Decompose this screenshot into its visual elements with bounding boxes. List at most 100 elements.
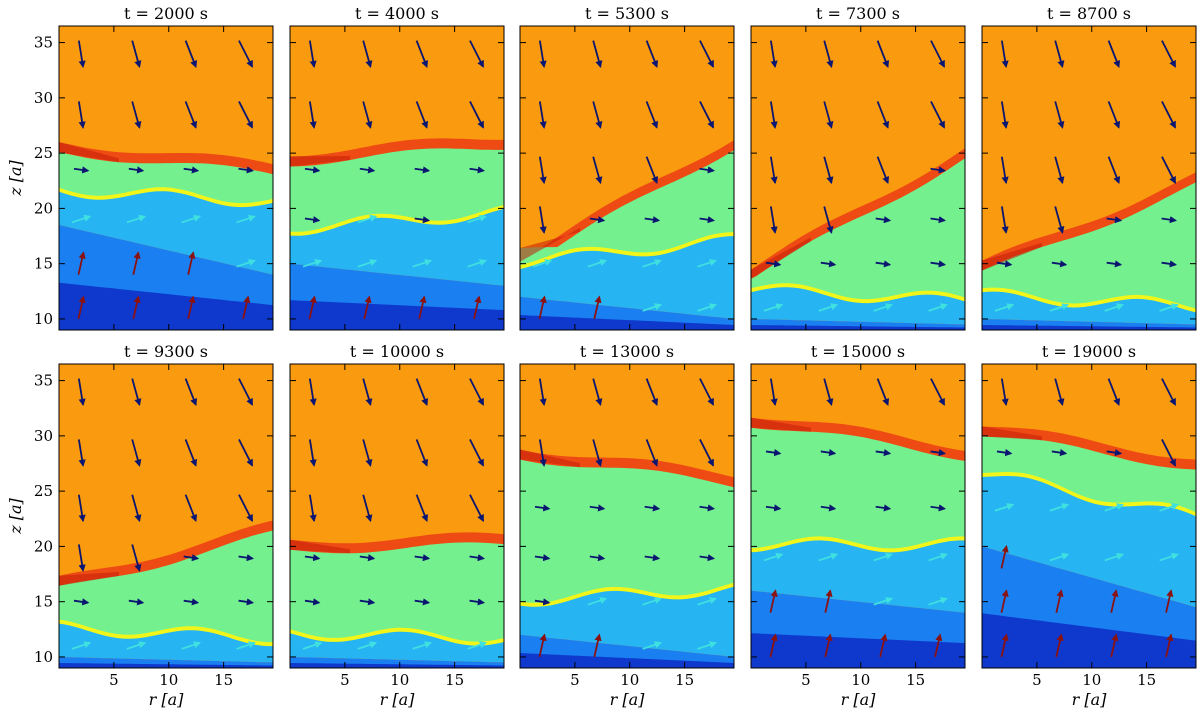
velocity-arrow — [592, 101, 603, 129]
velocity-arrow — [823, 206, 834, 234]
velocity-arrow — [1049, 503, 1070, 512]
velocity-arrow — [308, 494, 317, 523]
velocity-arrow — [534, 554, 551, 562]
wind-region — [59, 191, 273, 275]
x-tick-label: 10 — [159, 671, 178, 689]
panel-title: t = 15000 s — [811, 342, 905, 361]
velocity-arrow — [304, 166, 321, 174]
velocity-arrow — [184, 494, 198, 523]
y-tick-label: 25 — [34, 144, 53, 162]
contact-layer — [751, 536, 965, 555]
panel-9: 5 10 15 t = 15000 s r [a] — [750, 342, 966, 709]
velocity-arrow — [362, 494, 373, 523]
velocity-arrow — [824, 633, 833, 658]
velocity-arrow — [132, 295, 141, 320]
velocity-arrow — [930, 504, 946, 512]
panel-frame — [58, 363, 274, 669]
velocity-arrow — [1054, 156, 1065, 185]
velocity-arrow — [538, 295, 547, 320]
panel-6: 5 10 15 10 15 20 25 30 35 t = 9300 s r [a] z [a] — [6, 342, 274, 709]
velocity-arrow — [187, 251, 196, 275]
velocity-arrow — [876, 101, 890, 129]
y-axis-label: z [a] — [6, 497, 25, 534]
dense-shell-region — [751, 417, 811, 432]
velocity-arrow — [1104, 503, 1125, 512]
velocity-arrow — [302, 259, 323, 268]
velocity-arrow — [467, 259, 487, 268]
velocity-arrow — [996, 260, 1013, 268]
velocity-arrow — [697, 259, 717, 268]
panel-image — [751, 364, 965, 668]
velocity-arrow — [587, 597, 608, 606]
panel-frame — [58, 25, 274, 331]
panel-image — [982, 364, 1196, 668]
wind-region — [290, 631, 504, 663]
velocity-arrow — [769, 206, 778, 234]
velocity-arrow — [126, 641, 147, 650]
velocity-arrow — [415, 40, 429, 68]
velocity-arrow — [587, 259, 608, 268]
velocity-arrow — [697, 641, 717, 650]
y-axis-label: z [a] — [6, 159, 25, 196]
dense-shell-region — [59, 142, 119, 163]
panel-frame — [289, 363, 505, 669]
panel-frame — [519, 363, 735, 669]
velocity-arrow — [77, 251, 86, 275]
x-tick-label: 10 — [1082, 671, 1101, 689]
wind-region — [982, 291, 1196, 325]
velocity-arrow — [644, 554, 661, 562]
velocity-arrow — [1159, 303, 1179, 312]
velocity-arrow — [645, 101, 659, 129]
velocity-arrow — [238, 554, 254, 562]
panel-title: t = 10000 s — [350, 342, 444, 361]
velocity-arrow — [184, 439, 198, 467]
velocity-arrow — [589, 554, 606, 562]
wind-deep-region — [751, 325, 965, 330]
velocity-arrow — [238, 166, 254, 174]
dense-shell-region — [520, 449, 580, 468]
velocity-arrow — [1000, 378, 1009, 407]
wind-deep-region — [982, 325, 1196, 330]
panel-7: 5 10 15 t = 10000 s r [a] — [289, 342, 505, 709]
y-tick-label: 30 — [34, 427, 53, 445]
velocity-arrow — [592, 156, 603, 185]
velocity-arrow — [308, 295, 317, 320]
velocity-arrow — [823, 101, 834, 129]
velocity-arrow — [994, 503, 1015, 512]
velocity-arrow — [592, 378, 603, 407]
velocity-arrow — [928, 597, 948, 606]
wind-deep-region — [290, 663, 504, 668]
panel-frame — [519, 25, 735, 331]
velocity-arrow — [875, 504, 892, 512]
velocity-arrow — [77, 378, 86, 407]
panel-frame — [750, 363, 966, 669]
velocity-arrow — [699, 166, 715, 174]
velocity-arrow — [1106, 216, 1123, 224]
velocity-arrow — [930, 260, 946, 268]
velocity-arrow — [534, 598, 551, 606]
panel-image — [520, 26, 734, 330]
velocity-arrow — [873, 552, 894, 562]
velocity-arrow — [769, 633, 778, 658]
dense-shell-region — [59, 571, 119, 586]
velocity-arrow — [238, 439, 253, 467]
panel-title: t = 2000 s — [124, 4, 208, 23]
velocity-arrow — [414, 554, 431, 562]
velocity-arrow — [769, 40, 778, 69]
velocity-arrow — [414, 166, 431, 174]
velocity-arrow — [1000, 156, 1009, 185]
panel-frame — [289, 25, 505, 331]
shell-region — [59, 520, 273, 588]
panel-title: t = 5300 s — [585, 4, 669, 23]
velocity-arrow — [699, 554, 715, 562]
velocity-arrow — [357, 259, 378, 268]
velocity-arrow — [765, 504, 782, 512]
y-tick-label: 35 — [34, 34, 53, 52]
velocity-arrow — [362, 101, 373, 129]
velocity-arrow — [77, 494, 86, 523]
panel-title: t = 7300 s — [816, 4, 900, 23]
velocity-arrow — [415, 439, 429, 467]
wind-deep-region — [751, 633, 965, 668]
velocity-arrow — [644, 504, 661, 512]
velocity-arrow — [930, 449, 946, 457]
